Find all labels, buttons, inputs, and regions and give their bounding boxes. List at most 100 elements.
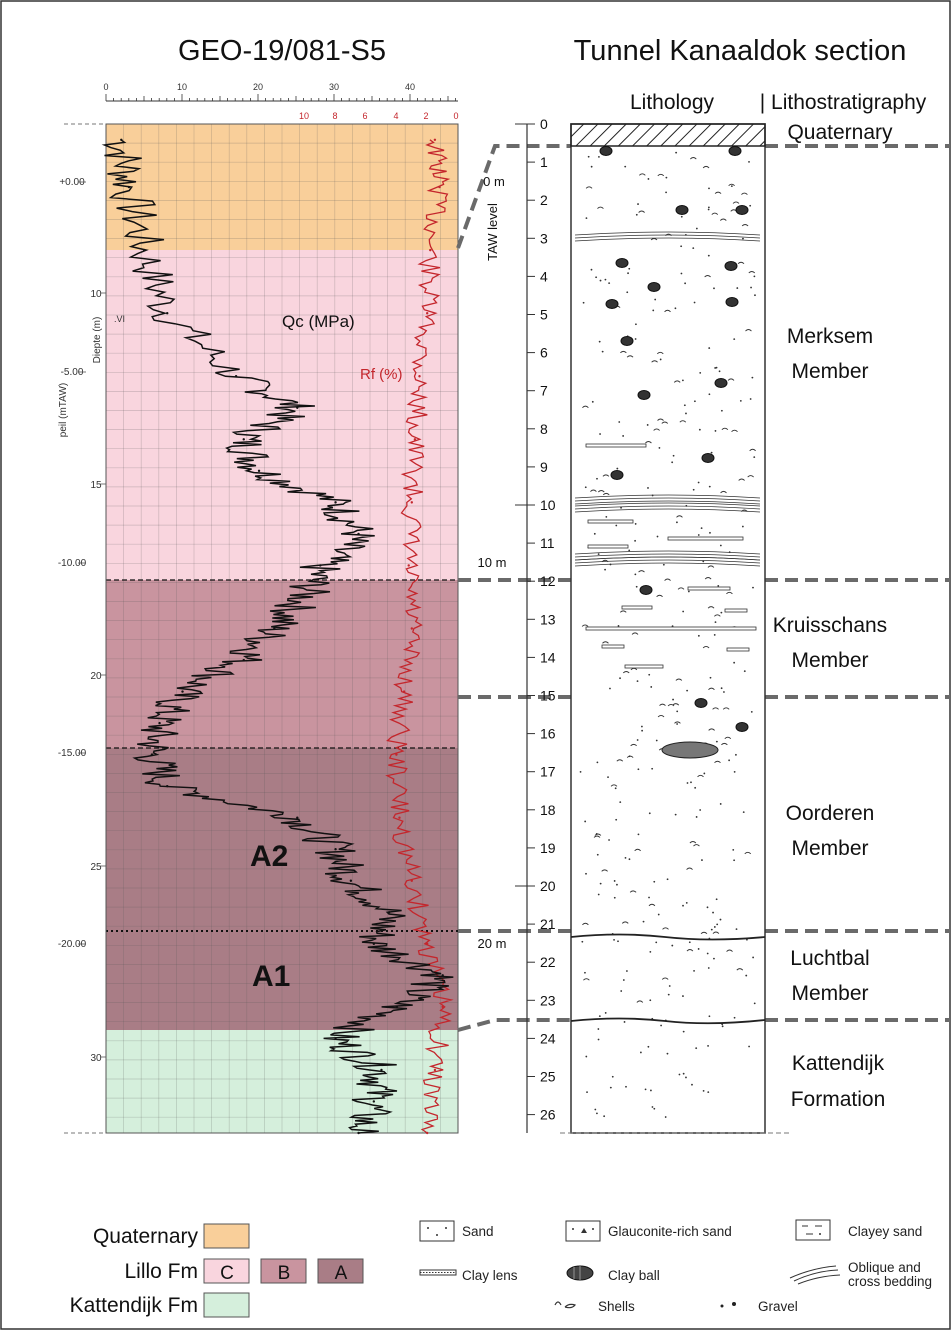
rf-point (410, 501, 413, 504)
sand-dot (598, 340, 601, 343)
sand-dot (586, 1091, 588, 1094)
sand-dot (660, 1024, 662, 1027)
shell-mark (738, 478, 745, 481)
sand-dot (683, 404, 686, 407)
sand-dot (682, 904, 684, 907)
sand-dot (719, 803, 722, 805)
unit-merksem-2: Member (791, 360, 868, 383)
sand-dot (710, 928, 713, 931)
sand-dot (608, 282, 611, 285)
shell-mark (745, 329, 752, 332)
rf-tick-4: 4 (393, 111, 398, 121)
cross-bedding (574, 497, 761, 502)
legend-gravel-label: Gravel (758, 1299, 798, 1314)
clay-ball (647, 282, 661, 292)
sand-dot (715, 740, 718, 743)
sand-dot (672, 454, 675, 457)
rf-point (410, 879, 413, 882)
qc-point (273, 627, 276, 630)
shell-mark (582, 405, 589, 408)
shell-mark (707, 565, 715, 568)
sand-dot (634, 338, 637, 340)
sand-dot (752, 586, 754, 589)
sand-dot (680, 215, 683, 218)
section-depth-label: 26 (540, 1107, 556, 1123)
shell-mark (651, 360, 658, 363)
level-tick-5: -5.00 (61, 367, 84, 378)
shell-mark (700, 931, 708, 935)
clay-ball (599, 146, 613, 156)
section-depth-label: 7 (540, 383, 548, 399)
sand-dot (605, 516, 608, 518)
section-depth-label: 6 (540, 345, 548, 361)
sand-dot (733, 770, 736, 773)
connector-quaternary (456, 144, 575, 249)
sand-dot (623, 1021, 626, 1023)
shell-mark (714, 760, 721, 764)
shell-mark (741, 224, 749, 227)
qc-point (166, 311, 169, 315)
shell-mark (629, 890, 637, 893)
legend-lillo-c-swatch (203, 1258, 250, 1284)
clay-lens (585, 443, 647, 448)
sand-dot (634, 539, 636, 542)
clay-lens (724, 608, 748, 613)
clay-ball (637, 390, 651, 400)
sand-dot (686, 782, 689, 784)
sand-dot (635, 585, 638, 588)
clay-lens-icon (419, 1269, 457, 1276)
sand-dot (688, 941, 691, 944)
qc-point (357, 532, 360, 536)
sand-dot (597, 1038, 600, 1041)
sand-dot (682, 379, 684, 382)
sand-dot (741, 525, 744, 528)
clay-ball (694, 698, 708, 708)
shell-mark (631, 632, 639, 635)
sand-dot (584, 971, 586, 974)
legend-shells-label: Shells (598, 1299, 635, 1314)
qc-point (257, 469, 261, 473)
sand-dot (728, 759, 731, 762)
qc-point (234, 375, 238, 378)
qc-tick-20: 20 (253, 82, 263, 92)
sand-dot (742, 811, 745, 814)
sand-dot (616, 467, 619, 470)
unit-kattendijk-2: Formation (791, 1088, 886, 1111)
sand-dot (667, 993, 670, 996)
sand-dot (714, 430, 717, 432)
legend-clay-ball-label: Clay ball (608, 1268, 660, 1283)
sand-dot (735, 928, 738, 931)
level-tick-10: -10.00 (58, 558, 87, 569)
sand-dot (591, 400, 594, 403)
rf-point (418, 375, 421, 378)
sand-dot (671, 625, 674, 628)
sand-dot (753, 275, 756, 278)
qc-point (296, 816, 299, 819)
made-ground-hatch (570, 123, 766, 147)
clay-lens (587, 519, 634, 524)
sand-dot (614, 787, 617, 790)
shell-mark (648, 903, 656, 907)
sand-dot (636, 739, 639, 741)
sand-dot (754, 294, 756, 297)
shell-mark (720, 490, 727, 494)
rf-tick-0: 0 (453, 111, 458, 121)
rf-point (441, 1005, 444, 1009)
sand-dot (648, 812, 651, 815)
sand-dot (702, 1089, 705, 1092)
sand-dot (655, 941, 658, 944)
legend-clay-lens-label: Clay lens (462, 1268, 518, 1283)
level-tick-20: -20.00 (58, 939, 87, 950)
sand-dot (658, 447, 661, 449)
sand-dot (752, 956, 755, 959)
shell-mark (689, 841, 697, 844)
sand-dot (648, 673, 651, 676)
shell-mark (747, 475, 754, 478)
shell-mark (721, 427, 729, 430)
shell-mark (667, 704, 675, 707)
unit-kruisschans-2: Member (791, 649, 868, 672)
sand-dot (710, 451, 713, 454)
sand-dot (603, 1115, 606, 1118)
clay-ball (615, 258, 629, 268)
